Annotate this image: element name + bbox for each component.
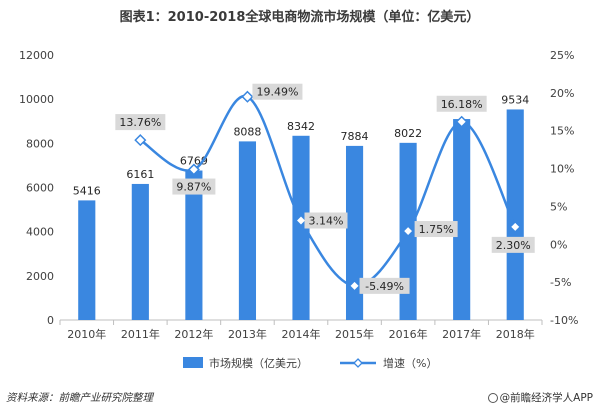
x-tick-label: 2017年 [442,327,481,341]
bar-value-label: 9534 [501,93,529,106]
brand-icon [487,393,498,403]
x-tick-label: 2012年 [174,327,213,341]
legend-line-label: 增速（%） [383,356,437,370]
brand-text: @前瞻经济学人APP [499,392,593,404]
right-tick-label: 25% [550,49,574,62]
growth-label-box [491,236,535,253]
line-marker [402,224,415,238]
bar [345,145,364,320]
growth-label-box [304,212,348,229]
source-note: 资料来源：前瞻产业研究院整理 [6,392,153,404]
growth-label-box [172,178,216,195]
x-tick-label: 2010年 [67,327,106,341]
bar-value-label: 8088 [233,125,261,138]
left-tick-label: 8000 [26,137,54,150]
legend: 市场规模（亿美元） 增速（%） [183,356,437,370]
growth-label-box [115,114,166,131]
right-tick-label: 20% [550,87,574,100]
left-tick-label: 10000 [19,93,54,106]
bar-value-label: 7884 [341,130,369,143]
left-axis: 0 2000 4000 6000 8000 10000 12000 [19,49,54,327]
growth-label: -5.49% [365,280,404,293]
line-marker [509,220,522,233]
right-tick-label: -10% [550,314,578,327]
growth-label: 13.76% [119,116,161,129]
left-tick-label: 2000 [26,270,54,283]
x-tick-label: 2013年 [228,327,267,341]
brand-credit: @前瞻经济学人APP [487,390,593,405]
growth-label: 2.30% [496,239,531,252]
right-axis: -10% -5% 0% 5% 10% 15% 20% 25% [550,49,578,327]
left-tick-label: 4000 [26,226,54,239]
legend-line-marker [353,358,363,368]
bar-value-label: 6161 [126,168,154,181]
line-series [134,90,522,292]
growth-label-box [359,277,410,294]
x-tick-label: 2014年 [282,327,321,341]
left-tick-label: 0 [47,314,54,327]
bar [131,183,149,320]
line-marker [241,90,254,103]
growth-label: 3.14% [309,215,344,228]
left-tick-label: 12000 [19,49,54,62]
growth-label: 16.18% [441,98,483,111]
bar-value-label: 8022 [394,127,422,140]
legend-bar-label: 市场规模（亿美元） [209,356,308,370]
x-tick-label: 2016年 [389,327,428,341]
x-tick-label: 2011年 [121,327,160,341]
line-marker [294,214,308,227]
line-marker [187,163,200,176]
growth-label: 9.87% [176,181,211,194]
right-tick-label: 10% [550,163,574,176]
growth-label-box [414,221,458,238]
bar [292,135,310,320]
bar-value-label: 5416 [73,184,101,197]
right-tick-label: 0% [550,238,567,251]
x-tick-label: 2018年 [496,327,535,341]
legend-bar-swatch [183,357,203,368]
chart-title: 图表1：2010-2018全球电商物流市场规模（单位：亿美元） [119,10,480,25]
bar [185,170,203,320]
bar [506,109,524,321]
growth-label: 1.75% [419,223,454,236]
bar [78,200,96,320]
bar [238,141,257,320]
growth-label-box [252,83,303,100]
right-tick-label: -5% [550,276,571,289]
line-marker [348,279,361,292]
bar-value-label: 8342 [287,120,315,133]
line-marker [134,134,147,147]
x-axis: 2010年 2011年 2012年 2013年 2014年 2015年 2016年 2017年… [59,319,543,341]
x-tick-label: 2015年 [335,327,374,341]
growth-label: 19.49% [256,86,298,99]
growth-label-box [436,95,487,112]
right-tick-label: 5% [550,200,567,213]
left-tick-label: 6000 [26,182,54,195]
line-marker [455,115,468,128]
bar [453,119,471,321]
line-labels: 13.76% 9.87% 19.49% 3.14% -5.49% 1.75% 16.18% 2… [115,83,535,294]
right-tick-label: 15% [550,125,574,138]
